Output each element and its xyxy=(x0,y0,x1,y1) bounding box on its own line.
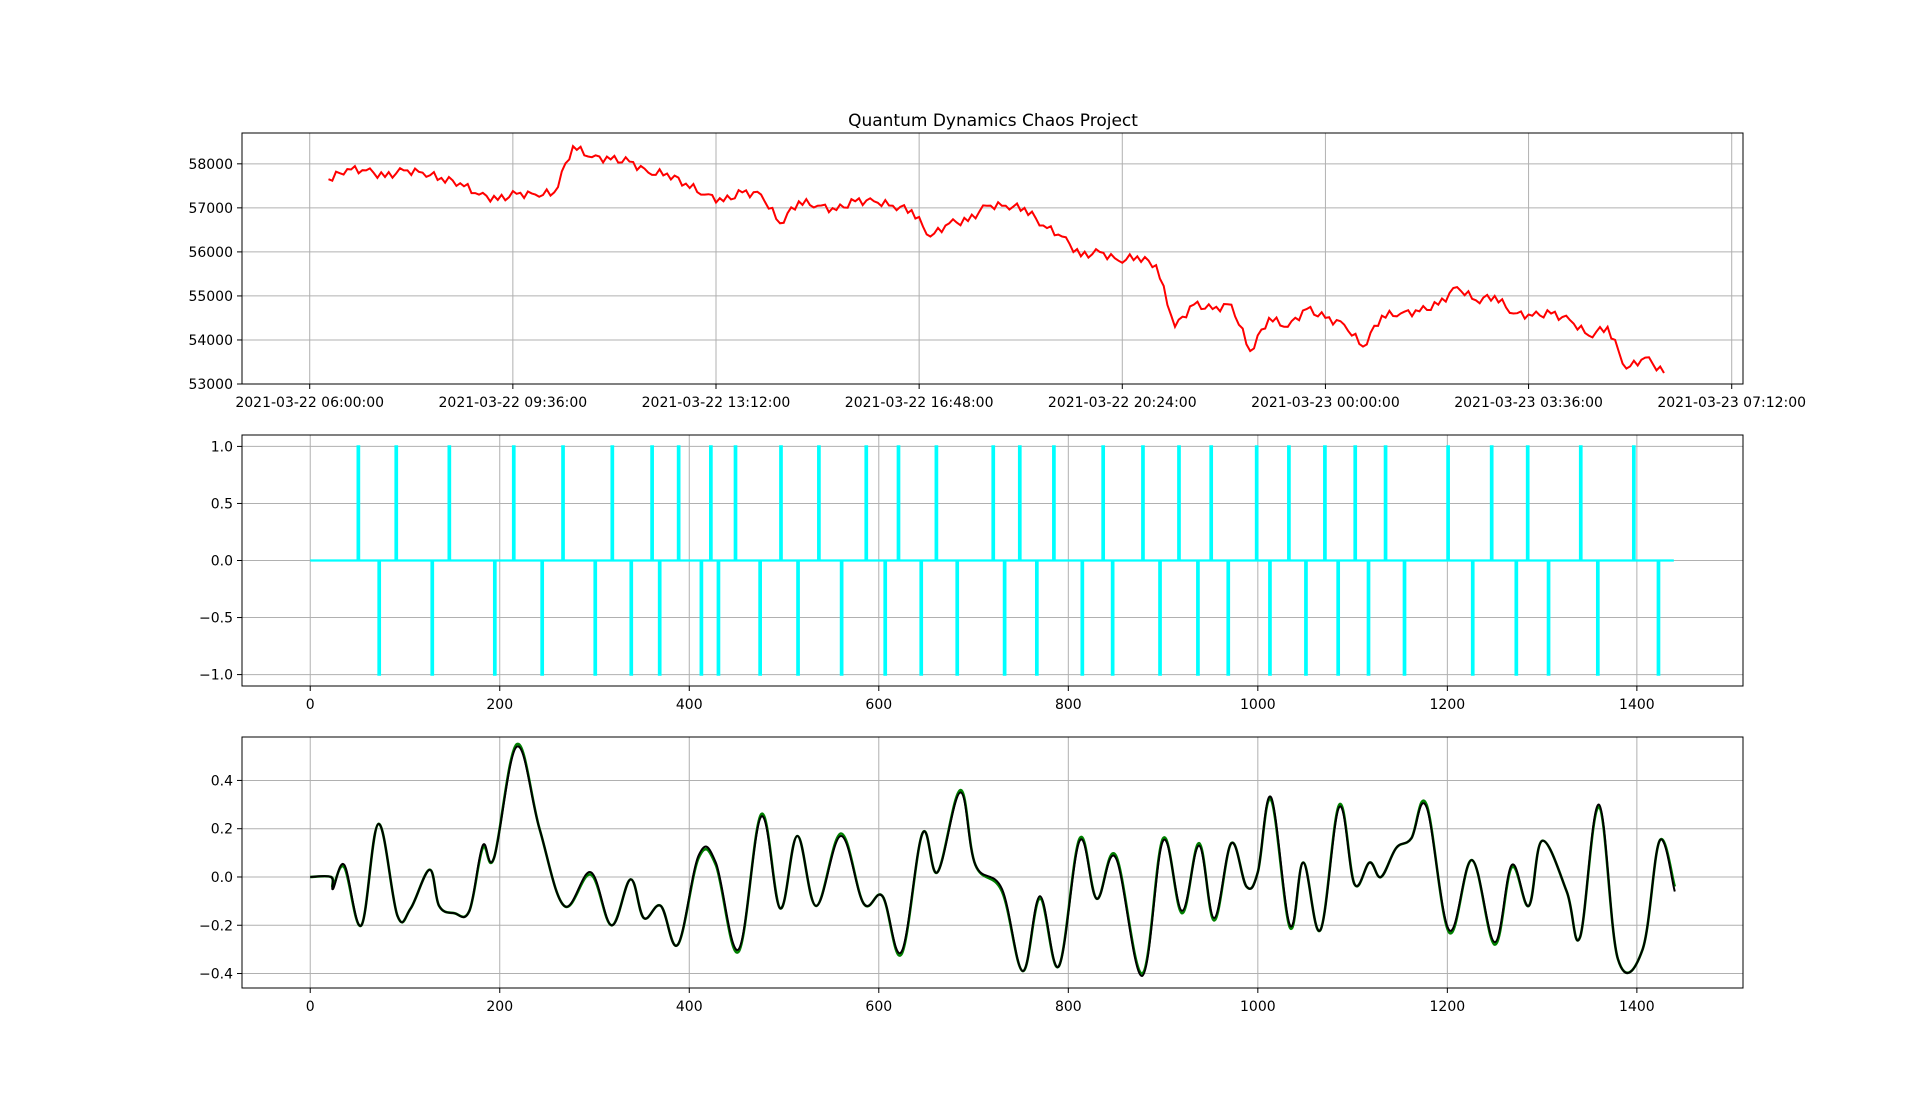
y-tick-label: 0.5 xyxy=(211,496,233,512)
y-tick-label: 0.4 xyxy=(211,773,233,789)
plot-area xyxy=(310,742,1677,977)
grid xyxy=(242,737,1743,988)
price-series-line xyxy=(328,144,1665,374)
plot-area xyxy=(328,144,1665,374)
axes-frame xyxy=(241,736,1744,989)
x-tick-label: 1200 xyxy=(1430,999,1466,1015)
y-tick-label: −0.4 xyxy=(199,967,233,983)
x-tick-label: 0 xyxy=(306,697,315,713)
oscillator-series-line-1 xyxy=(310,745,1676,977)
y-tick-label: 56000 xyxy=(188,245,233,261)
y-tick-label: −1.0 xyxy=(199,668,233,684)
x-tick-label: 2021-03-23 03:36:00 xyxy=(1454,395,1603,411)
signal-plot: 0 200 400 600 800 1000 1200 1400 1.0 0.5 0.0 −0.5 −1… xyxy=(199,434,1744,713)
x-tick-label: 2021-03-23 07:12:00 xyxy=(1657,395,1806,411)
y-tick-label: 53000 xyxy=(188,377,233,393)
y-tick-label: −0.5 xyxy=(199,611,233,627)
signal-series-line xyxy=(310,445,1674,676)
y-tick-label: 58000 xyxy=(188,157,233,173)
plot-area xyxy=(310,445,1674,676)
x-tick-label: 600 xyxy=(865,999,892,1015)
oscillator-series-line-0 xyxy=(310,742,1677,975)
x-tick-label: 1200 xyxy=(1430,697,1466,713)
chart-title: Quantum Dynamics Chaos Project xyxy=(848,111,1138,131)
x-tick-label: 200 xyxy=(486,697,513,713)
x-tick-label: 2021-03-22 06:00:00 xyxy=(235,395,384,411)
y-tick-label: 57000 xyxy=(188,201,233,217)
y-tick-label: 0.2 xyxy=(211,822,233,838)
oscillator-plot: 0 200 400 600 800 1000 1200 1400 0.4 0.2 0.0 −0.2 −0… xyxy=(199,736,1744,1015)
y-tick-label: 1.0 xyxy=(211,439,233,455)
x-tick-label: 800 xyxy=(1055,999,1082,1015)
x-tick-label: 1400 xyxy=(1619,999,1655,1015)
x-tick-label: 1000 xyxy=(1240,697,1276,713)
axes-frame xyxy=(241,132,1744,385)
x-tick-label: 600 xyxy=(865,697,892,713)
x-tick-label: 2021-03-22 13:12:00 xyxy=(642,395,791,411)
y-tick-label: 54000 xyxy=(188,333,233,349)
x-tick-label: 1400 xyxy=(1619,697,1655,713)
y-tick-label: 55000 xyxy=(188,289,233,305)
x-tick-label: 1000 xyxy=(1240,999,1276,1015)
y-tick-label: −0.2 xyxy=(199,918,233,934)
y-tick-label: 0.0 xyxy=(211,870,233,886)
x-tick-label: 0 xyxy=(306,999,315,1015)
price-plot: 2021-03-22 06:00:00 2021-03-22 09:36:00 20… xyxy=(188,132,1806,411)
x-tick-label: 2021-03-23 00:00:00 xyxy=(1251,395,1400,411)
x-tick-label: 2021-03-22 20:24:00 xyxy=(1048,395,1197,411)
x-tick-label: 800 xyxy=(1055,697,1082,713)
x-tick-label: 2021-03-22 09:36:00 xyxy=(439,395,588,411)
x-tick-label: 400 xyxy=(676,697,703,713)
x-tick-label: 200 xyxy=(486,999,513,1015)
x-tick-label: 2021-03-22 16:48:00 xyxy=(845,395,994,411)
x-tick-label: 400 xyxy=(676,999,703,1015)
grid xyxy=(242,133,1743,385)
y-tick-label: 0.0 xyxy=(211,554,233,570)
